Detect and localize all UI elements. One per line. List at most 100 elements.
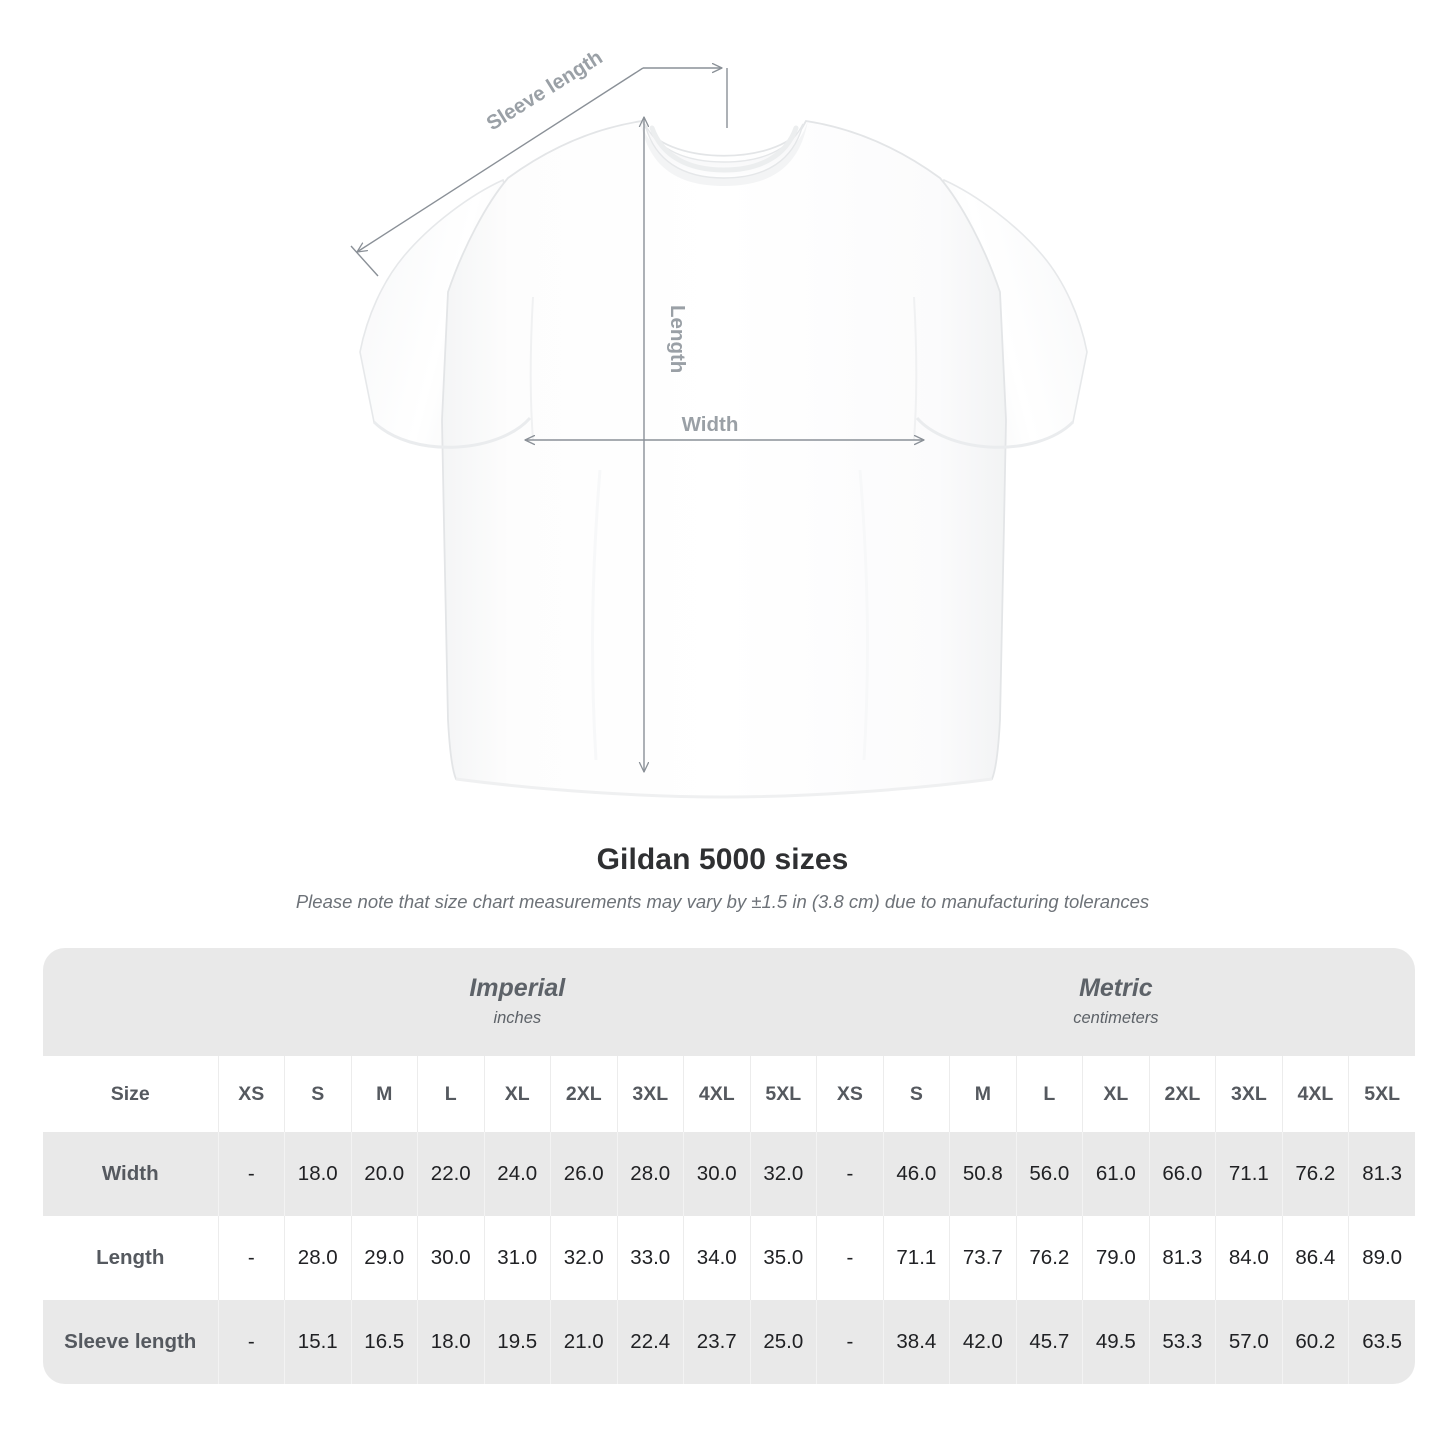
length-label: Length bbox=[666, 305, 689, 373]
cell-width-metric-xs: - bbox=[816, 1132, 884, 1216]
right-shoulder-seam bbox=[913, 296, 918, 441]
row-label-width: Width bbox=[43, 1132, 219, 1216]
unit-band-spacer bbox=[43, 948, 218, 1056]
col-header-imperial-l: L bbox=[417, 1056, 485, 1132]
cell-width-imperial-xs: - bbox=[218, 1132, 285, 1216]
table-row-sleeve-length: Sleeve length - 15.1 16.5 18.0 19.5 21.0… bbox=[43, 1300, 1416, 1384]
cell-width-metric-xl: 61.0 bbox=[1082, 1132, 1150, 1216]
cell-width-imperial-3xl: 28.0 bbox=[617, 1132, 684, 1216]
tshirt-illustration: Sleeve length Length Width bbox=[350, 46, 1088, 799]
cell-sleeve-metric-xl: 49.5 bbox=[1082, 1300, 1150, 1384]
col-header-metric-xl: XL bbox=[1082, 1056, 1150, 1132]
fold-left bbox=[591, 469, 602, 761]
size-chart-table: Imperial inches Metric centimeters Size … bbox=[43, 948, 1416, 1384]
cell-sleeve-metric-5xl: 63.5 bbox=[1348, 1300, 1416, 1384]
cell-width-imperial-2xl: 26.0 bbox=[550, 1132, 618, 1216]
cell-sleeve-metric-l: 45.7 bbox=[1016, 1300, 1084, 1384]
cell-sleeve-imperial-3xl: 22.4 bbox=[617, 1300, 684, 1384]
bottom-hem bbox=[455, 777, 993, 799]
cell-sleeve-imperial-s: 15.1 bbox=[284, 1300, 352, 1384]
cell-length-metric-m: 73.7 bbox=[949, 1216, 1017, 1300]
sleeve-length-label: Sleeve length bbox=[482, 46, 606, 136]
col-header-imperial-xs: XS bbox=[218, 1056, 285, 1132]
unit-group-imperial-sub: inches bbox=[493, 1009, 542, 1027]
col-header-metric-m: M bbox=[949, 1056, 1017, 1132]
row-label-length: Length bbox=[43, 1216, 219, 1300]
col-header-metric-2xl: 2XL bbox=[1149, 1056, 1217, 1132]
cell-length-metric-2xl: 81.3 bbox=[1149, 1216, 1217, 1300]
cell-length-imperial-m: 29.0 bbox=[351, 1216, 418, 1300]
fold-right bbox=[858, 469, 869, 761]
unit-group-metric-sub: centimeters bbox=[1073, 1009, 1159, 1027]
cell-width-metric-4xl: 76.2 bbox=[1282, 1132, 1350, 1216]
cell-length-metric-5xl: 89.0 bbox=[1348, 1216, 1416, 1300]
table-row-length: Length - 28.0 29.0 30.0 31.0 32.0 33.0 3… bbox=[43, 1216, 1416, 1300]
cell-sleeve-imperial-5xl: 25.0 bbox=[750, 1300, 818, 1384]
sleeve-end-tick bbox=[350, 245, 379, 277]
row-label-sleeve-length: Sleeve length bbox=[43, 1300, 219, 1384]
tshirt-garment bbox=[359, 120, 1088, 799]
col-header-metric-s: S bbox=[883, 1056, 951, 1132]
col-header-imperial-2xl: 2XL bbox=[550, 1056, 618, 1132]
col-header-imperial-5xl: 5XL bbox=[750, 1056, 818, 1132]
left-shoulder-seam bbox=[529, 296, 534, 441]
cell-width-metric-5xl: 81.3 bbox=[1348, 1132, 1416, 1216]
cell-sleeve-metric-m: 42.0 bbox=[949, 1300, 1017, 1384]
col-header-imperial-s: S bbox=[284, 1056, 352, 1132]
cell-width-metric-m: 50.8 bbox=[949, 1132, 1017, 1216]
cell-width-metric-s: 46.0 bbox=[883, 1132, 951, 1216]
cell-sleeve-imperial-m: 16.5 bbox=[351, 1300, 418, 1384]
collar-rim bbox=[649, 125, 799, 173]
page-title: Gildan 5000 sizes bbox=[596, 843, 849, 876]
cell-sleeve-imperial-xl: 19.5 bbox=[484, 1300, 551, 1384]
tshirt-body bbox=[441, 120, 1007, 798]
col-header-metric-l: L bbox=[1016, 1056, 1084, 1132]
cell-sleeve-metric-4xl: 60.2 bbox=[1282, 1300, 1350, 1384]
col-header-metric-5xl: 5XL bbox=[1348, 1056, 1416, 1132]
cell-width-imperial-4xl: 30.0 bbox=[683, 1132, 751, 1216]
col-header-imperial-4xl: 4XL bbox=[683, 1056, 751, 1132]
left-sleeve-hem bbox=[372, 416, 532, 449]
measurement-annotations bbox=[350, 68, 924, 772]
cell-length-imperial-s: 28.0 bbox=[284, 1216, 352, 1300]
cell-sleeve-imperial-xs: - bbox=[218, 1300, 285, 1384]
cell-length-imperial-4xl: 34.0 bbox=[683, 1216, 751, 1300]
cell-sleeve-metric-s: 38.4 bbox=[883, 1300, 951, 1384]
right-sleeve-hem bbox=[915, 416, 1075, 449]
cell-width-metric-2xl: 66.0 bbox=[1149, 1132, 1217, 1216]
cell-sleeve-metric-2xl: 53.3 bbox=[1149, 1300, 1217, 1384]
cell-length-imperial-2xl: 32.0 bbox=[550, 1216, 618, 1300]
measurements-table: Imperial inches Metric centimeters Size … bbox=[43, 948, 1416, 1384]
size-header-row: Size XS S M L XL 2XL 3XL 4XL 5XL XS S M … bbox=[43, 1056, 1416, 1132]
cell-length-imperial-xl: 31.0 bbox=[484, 1216, 551, 1300]
cell-width-imperial-xl: 24.0 bbox=[484, 1132, 551, 1216]
cell-sleeve-metric-xs: - bbox=[816, 1300, 884, 1384]
tshirt-diagram: Sleeve length Length Width bbox=[350, 46, 1088, 799]
cell-length-metric-4xl: 86.4 bbox=[1282, 1216, 1350, 1300]
cell-length-metric-s: 71.1 bbox=[883, 1216, 951, 1300]
cell-width-imperial-5xl: 32.0 bbox=[750, 1132, 818, 1216]
col-header-imperial-3xl: 3XL bbox=[617, 1056, 684, 1132]
unit-group-imperial: Imperial inches bbox=[218, 948, 817, 1056]
cell-sleeve-imperial-2xl: 21.0 bbox=[550, 1300, 618, 1384]
cell-width-imperial-l: 22.0 bbox=[417, 1132, 485, 1216]
cell-length-imperial-5xl: 35.0 bbox=[750, 1216, 818, 1300]
cell-width-metric-3xl: 71.1 bbox=[1215, 1132, 1283, 1216]
cell-length-metric-xs: - bbox=[816, 1216, 884, 1300]
unit-group-metric-name: Metric bbox=[1079, 974, 1153, 1002]
table-row-width: Width - 18.0 20.0 22.0 24.0 26.0 28.0 30… bbox=[43, 1132, 1416, 1216]
cell-length-imperial-xs: - bbox=[218, 1216, 285, 1300]
cell-sleeve-imperial-l: 18.0 bbox=[417, 1300, 485, 1384]
cell-width-imperial-m: 20.0 bbox=[351, 1132, 418, 1216]
tolerance-note: Please note that size chart measurements… bbox=[295, 891, 1150, 912]
width-label: Width bbox=[682, 413, 739, 436]
cell-sleeve-imperial-4xl: 23.7 bbox=[683, 1300, 751, 1384]
col-header-metric-4xl: 4XL bbox=[1282, 1056, 1350, 1132]
chart-heading: Gildan 5000 sizes Please note that size … bbox=[0, 840, 1445, 918]
size-header-label: Size bbox=[43, 1056, 219, 1132]
col-header-imperial-xl: XL bbox=[484, 1056, 551, 1132]
cell-length-metric-xl: 79.0 bbox=[1082, 1216, 1150, 1300]
cell-length-imperial-l: 30.0 bbox=[417, 1216, 485, 1300]
cell-width-metric-l: 56.0 bbox=[1016, 1132, 1084, 1216]
cell-width-imperial-s: 18.0 bbox=[284, 1132, 352, 1216]
